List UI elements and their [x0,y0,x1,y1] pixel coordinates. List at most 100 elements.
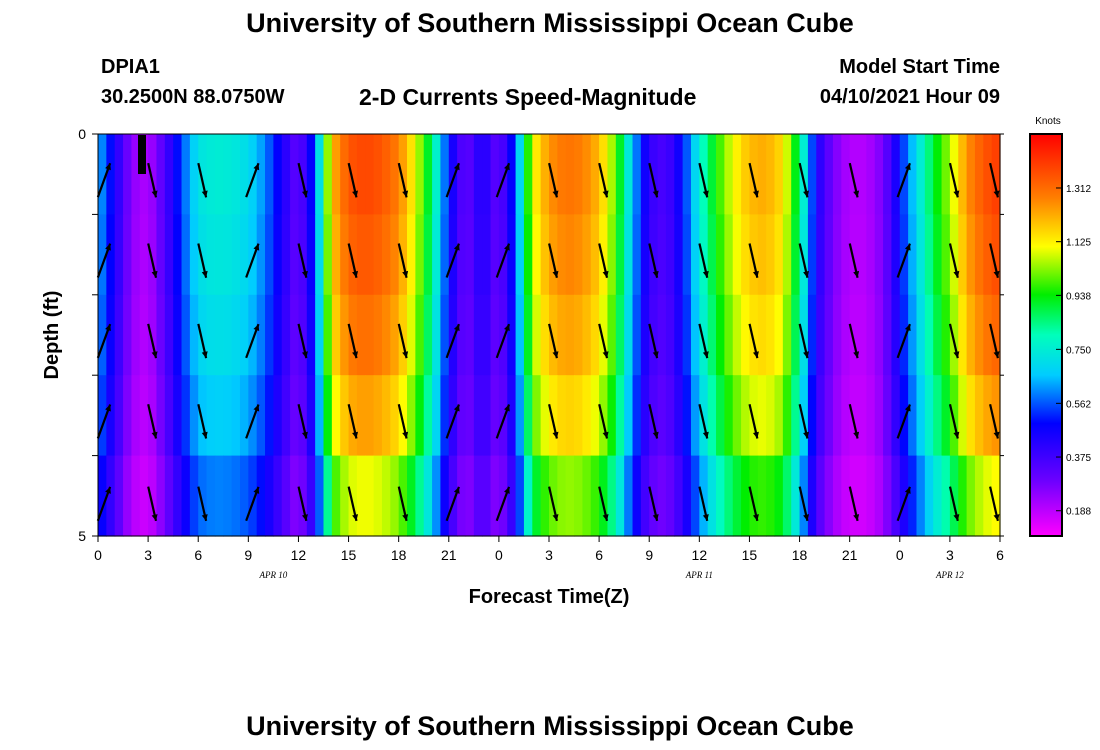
current-vector-head [803,270,810,278]
heatmap-cell [340,375,350,457]
x-tick-label: 12 [291,547,307,563]
current-vector-head [953,270,960,278]
current-vector-head [853,431,860,439]
heatmap-cell [682,134,692,215]
heatmap-cell [164,294,174,376]
heatmap-cell [415,294,425,376]
heatmap-cell [916,214,926,296]
heatmap-cell [991,294,1001,376]
heatmap-cell [841,214,851,296]
colorbar-tick-label: 0.562 [1066,399,1091,410]
current-vector-head [151,431,158,439]
x-tick-label: 3 [946,547,954,563]
heatmap-cell [674,214,684,296]
current-vector-head [752,351,759,359]
heatmap-cell [674,294,684,376]
heatmap-cell [457,134,467,215]
heatmap-cell [749,455,759,537]
heatmap-cell [716,134,725,215]
heatmap-cell [114,294,124,376]
heatmap-cell [657,134,667,215]
heatmap-cell [373,455,383,537]
heatmap-cell [782,375,792,457]
heatmap-cell [649,214,659,296]
heatmap-cell [966,294,976,376]
current-vector-head [552,514,559,521]
heatmap-cell [958,455,968,537]
heatmap-cell [523,134,533,215]
heatmap-cell [582,294,592,376]
heatmap-cell [615,455,625,537]
current-vector-head [752,190,759,198]
heatmap-cell [757,134,767,215]
current-vector-head [453,243,460,251]
heatmap-cell [640,294,650,376]
heatmap-cell [849,375,859,457]
y-axis-ticks: 05 [78,126,1004,544]
current-vector-head [402,431,409,439]
heatmap-cell [858,455,867,537]
heatmap-cell [365,134,375,215]
page-title-top: University of Southern Mississippi Ocean… [246,8,854,38]
heatmap-cell [482,294,492,376]
heatmap-cell [974,214,984,296]
current-vector-head [602,431,609,439]
heatmap-cell [549,214,558,296]
y-axis-label: Depth (ft) [41,291,63,380]
heatmap-cell [306,134,316,215]
current-vector-head [853,190,860,198]
colorbar-tick-label: 1.312 [1066,184,1091,195]
heatmap-cell [114,134,124,215]
heatmap-cell [198,214,208,296]
heatmap-cell [599,294,609,376]
heatmap-cell [290,375,300,457]
heatmap-cell [181,455,191,537]
heatmap-cell [440,375,450,457]
heatmap-cell [899,455,909,537]
heatmap-cell [432,375,442,457]
heatmap-cell [724,375,734,457]
heatmap-cell [365,214,375,296]
heatmap-cell [181,375,191,457]
heatmap-cell [707,214,717,296]
heatmap-cell [482,455,492,537]
heatmap-cell [757,375,767,457]
station-id: DPIA1 [101,56,160,78]
heatmap-cell [791,134,801,215]
heatmap-cell [983,214,993,296]
heatmap-cell [607,294,617,376]
heatmap-cell [515,455,525,537]
current-vector-head [105,163,111,171]
heatmap-cell [983,134,993,215]
heatmap-cell [423,134,433,215]
heatmap-cell [256,375,266,457]
heatmap-cell [356,375,366,457]
heatmap-cell [682,455,692,537]
heatmap-cell [490,134,500,215]
heatmap-cell [649,294,659,376]
heatmap-cell [223,455,233,537]
heatmap-cell [523,455,533,537]
heatmap-cell [248,455,258,537]
heatmap-cell [640,214,650,296]
heatmap-cell [340,294,350,376]
heatmap-cell [699,134,709,215]
speed-heatmap [98,134,1001,537]
heatmap-cell [281,134,291,215]
heatmap-cell [407,134,416,215]
heatmap-cell [899,375,909,457]
heatmap-cell [716,375,725,457]
heatmap-cell [624,294,634,376]
heatmap-cell [398,375,408,457]
heatmap-cell [707,375,717,457]
x-tick-label: 6 [194,547,202,563]
heatmap-cell [256,214,266,296]
heatmap-cell [356,134,366,215]
heatmap-cell [807,375,817,457]
heatmap-cell [273,134,283,215]
heatmap-cell [423,214,433,296]
heatmap-cell [373,294,383,376]
heatmap-cell [958,214,968,296]
heatmap-cell [824,134,834,215]
x-tick-label: 0 [495,547,503,563]
